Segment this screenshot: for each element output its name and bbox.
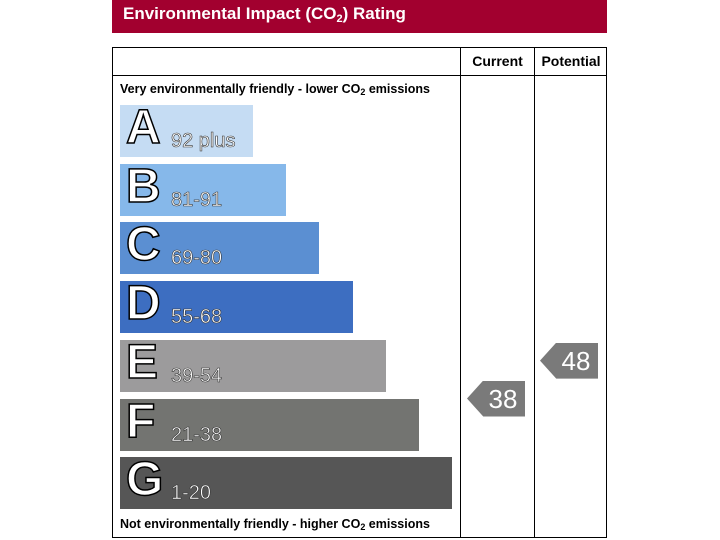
potential-column-divider (534, 48, 535, 537)
current-rating-arrow: 38 (467, 380, 525, 417)
band-f: F 21-38 (120, 394, 419, 451)
potential-rating-arrow: 48 (540, 342, 598, 379)
rating-table: Current Potential Very environmentally f… (112, 47, 607, 538)
band-range-label: 69-80 (171, 247, 223, 270)
top-caption: Very environmentally friendly - lower CO… (120, 82, 430, 97)
band-letter: B (125, 159, 161, 213)
current-rating-value: 38 (488, 383, 518, 414)
band-range-label: 1-20 (171, 482, 212, 505)
band-range-label: 92 plus (171, 130, 236, 153)
potential-column-header: Potential (541, 53, 601, 69)
band-d: D 55-68 (120, 277, 353, 334)
band-letter: F (125, 394, 156, 448)
band-letter: G (125, 453, 164, 507)
band-letter: C (125, 218, 161, 272)
band-a: A 92 plus (120, 101, 253, 157)
chart-title: Environmental Impact (CO2) Rating (112, 0, 607, 33)
band-e: E 39-54 (120, 335, 386, 392)
band-letter: D (125, 277, 161, 331)
band-b: B 81-91 (120, 159, 287, 216)
band-range-label: 55-68 (171, 306, 223, 329)
band-range-label: 21-38 (171, 423, 223, 446)
band-range-label: 81-91 (171, 188, 223, 211)
current-column-divider (460, 48, 461, 537)
bottom-caption: Not environmentally friendly - higher CO… (120, 517, 430, 532)
band-letter: A (125, 101, 161, 155)
band-letter: E (125, 335, 159, 390)
header-divider (113, 75, 606, 76)
band-range-label: 39-54 (171, 364, 223, 387)
band-c: C 69-80 (120, 218, 320, 275)
potential-rating-value: 48 (561, 345, 591, 376)
band-g: G 1-20 (120, 453, 453, 510)
current-column-header: Current (472, 53, 523, 69)
